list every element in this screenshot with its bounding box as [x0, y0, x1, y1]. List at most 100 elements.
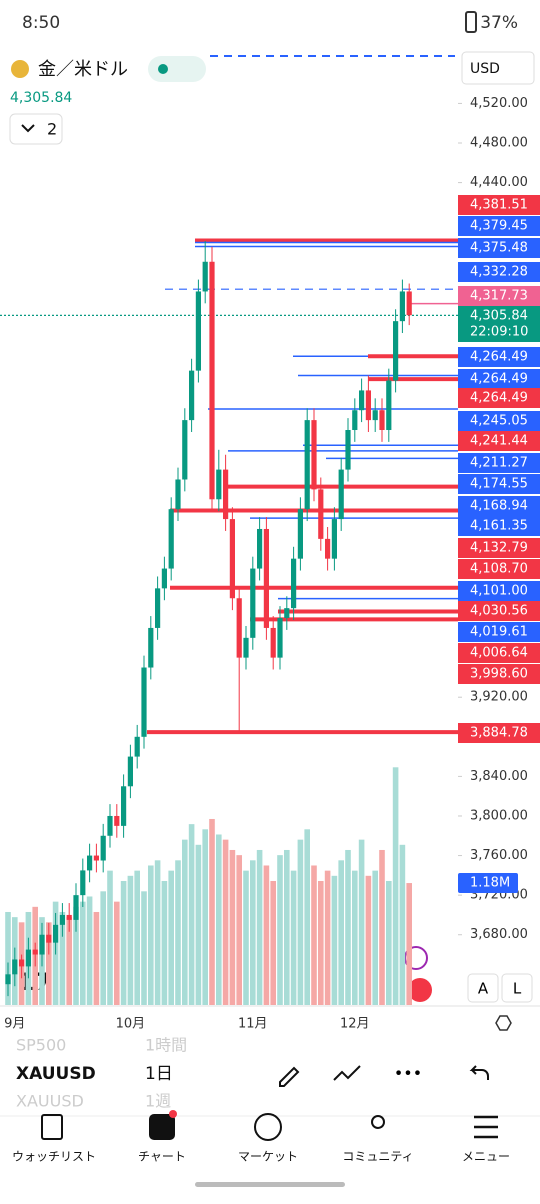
toolbar-interval[interactable]: 1日 [145, 1064, 173, 1084]
price-label-box [458, 559, 540, 579]
candle-body [121, 786, 127, 826]
volume-bar [284, 849, 290, 1005]
volume-bar [358, 839, 365, 1005]
price-label-box [458, 238, 540, 258]
currency-select[interactable] [461, 51, 535, 85]
volume-bar [352, 870, 358, 1005]
events-icon[interactable] [408, 978, 432, 1002]
price-label-box [458, 431, 540, 451]
volume-badge [458, 873, 518, 894]
community-icon[interactable] [371, 1115, 385, 1129]
toolbar-symbol[interactable]: XAUUSD [16, 1064, 96, 1084]
header-price: 4,305.84 [10, 90, 72, 106]
volume-bar [392, 767, 399, 1005]
price-label: 4,174.55 [470, 477, 528, 492]
auto-button[interactable] [467, 973, 499, 1003]
volume-bar [80, 901, 86, 1005]
countdown: 22:09:10 [470, 325, 528, 340]
nav-label[interactable]: メニュー [462, 1150, 510, 1164]
y-tick-label: 4,520.00 [470, 96, 528, 111]
nav-label[interactable]: マーケット [238, 1150, 298, 1164]
volume-bar [297, 839, 304, 1005]
candle-body [80, 870, 86, 896]
price-label-box [458, 306, 540, 342]
candle-body [406, 291, 412, 316]
volume-bar [175, 860, 181, 1005]
price-label-box [458, 474, 540, 494]
undo-icon[interactable] [469, 1065, 489, 1080]
next-symbol: XAUUSD [16, 1092, 84, 1111]
volume-bar [59, 911, 66, 1005]
candle-body [175, 479, 181, 510]
price-label: 4,019.61 [470, 625, 528, 640]
candle-body [53, 924, 59, 943]
price-label: 4,305.84 [470, 309, 528, 324]
prev-interval: 1時間 [145, 1036, 187, 1055]
trend-icon[interactable] [333, 1065, 361, 1081]
price-label-box [458, 369, 540, 389]
price-label: 4,375.48 [470, 241, 528, 256]
settings-icon[interactable] [495, 1015, 512, 1031]
volume-bar [263, 865, 270, 1005]
candle-body [277, 618, 283, 658]
chart: 4,520.00 4,480.00 4,440.00 3,920.00 3,840.00… [0, 96, 540, 1032]
volume-bar [161, 880, 168, 1005]
candle-body [304, 420, 310, 510]
candle-body [127, 756, 133, 787]
volume-bar [5, 911, 11, 1005]
price-label-box [458, 664, 540, 684]
watchlist-icon[interactable] [41, 1114, 63, 1140]
price-label: 4,264.49 [470, 350, 528, 365]
candle-body [359, 390, 365, 411]
volume-bar [399, 844, 406, 1005]
more-icon[interactable]: ••• [394, 1064, 422, 1083]
log-button[interactable] [501, 973, 533, 1003]
price-label: 4,161.35 [470, 519, 528, 534]
price-label: 4,317.73 [470, 289, 528, 304]
y-tick-label: 4,480.00 [470, 136, 528, 151]
volume-bar [182, 839, 188, 1005]
x-tick-label: 9月 [4, 1017, 25, 1032]
candle-body [250, 568, 256, 638]
volume-bar [93, 911, 100, 1005]
volume-bar [386, 880, 392, 1005]
candle-body [216, 469, 222, 500]
chart-icon[interactable] [149, 1114, 175, 1140]
volume-bar [250, 860, 256, 1005]
currency: USD [470, 61, 500, 77]
volume-bar [406, 883, 412, 1005]
status-time: 8:50 [22, 13, 60, 33]
volume-bar [209, 818, 215, 1005]
price-label: 3,884.78 [470, 726, 528, 741]
price-label-box [458, 601, 540, 621]
indicator-toggle[interactable] [9, 113, 63, 145]
candle-body [393, 321, 399, 381]
volume-bar [141, 891, 147, 1005]
x-tick-label: 10月 [116, 1017, 146, 1032]
status-pill[interactable] [148, 56, 206, 82]
price-label-box [458, 347, 540, 367]
price-label-box [458, 262, 540, 282]
candle-body [93, 855, 99, 861]
volume-bar [324, 870, 331, 1005]
price-label: 4,245.05 [470, 414, 528, 429]
volume-bar [372, 870, 378, 1005]
market-icon[interactable] [254, 1113, 282, 1141]
volume-bar [202, 829, 208, 1005]
price-label: 4,108.70 [470, 562, 528, 577]
symbol[interactable]: 金／米ドル [38, 59, 128, 80]
draw-icon[interactable] [279, 1066, 300, 1087]
candle-body [39, 934, 45, 955]
chart-badge [169, 1110, 177, 1118]
auto-label: A [478, 980, 489, 998]
candle-body [134, 736, 140, 757]
volume-bar [168, 870, 174, 1005]
y-tick-label: 3,680.00 [470, 927, 528, 942]
volume-label: 1.18M [470, 876, 510, 891]
menu-icon[interactable] [474, 1115, 498, 1139]
nav-label[interactable]: チャート [138, 1150, 186, 1164]
nav-label[interactable]: ウォッチリスト [12, 1150, 96, 1164]
candle-body [236, 598, 242, 658]
nav-label[interactable]: コミュニティ [342, 1150, 413, 1164]
